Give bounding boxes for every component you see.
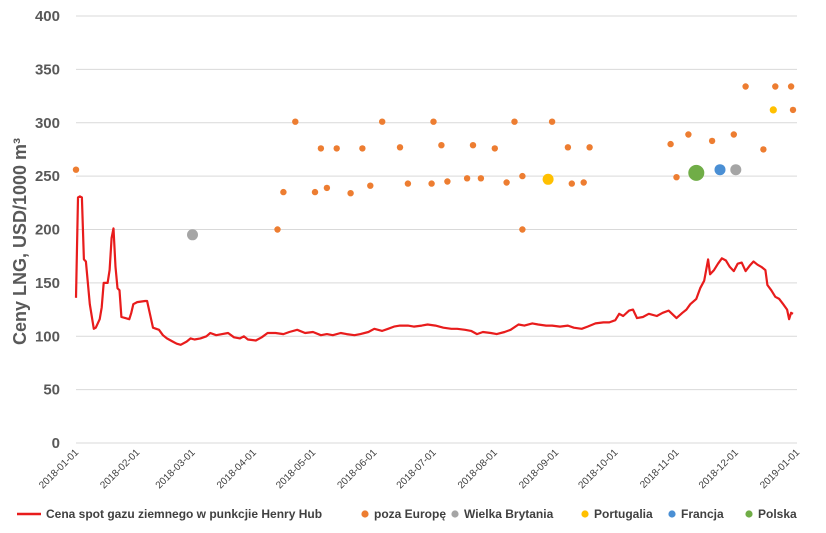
legend-label: Wielka Brytania [464, 507, 554, 521]
point-poza-europe [503, 179, 510, 186]
x-tick-label: 2018-05-01 [274, 447, 318, 491]
x-tick-label: 2018-02-01 [98, 447, 142, 491]
point-poza-europe [772, 83, 779, 90]
legend-swatch [668, 510, 676, 518]
x-tick-label: 2018-09-01 [517, 447, 561, 491]
point-poza-europe [280, 188, 287, 196]
y-tick-label: 50 [43, 382, 60, 399]
point-poza-europe [708, 137, 716, 145]
x-tick-label: 2018-08-01 [456, 447, 500, 491]
point-poza-europe [428, 180, 435, 187]
henry-hub-line-layer [74, 195, 794, 346]
x-tick-label: 2018-04-01 [215, 447, 259, 491]
x-tick-label: 2018-12-01 [697, 447, 741, 491]
point-poza-europe [72, 166, 80, 173]
point-poza-europe [396, 144, 404, 151]
point-poza-europe [548, 118, 556, 125]
point-poza-europe [685, 131, 692, 138]
point-poza-europe [667, 140, 674, 148]
point-wielka-brytania [730, 164, 742, 176]
point-poza-europe [404, 180, 412, 187]
point-poza-europe [673, 174, 680, 181]
point-poza-europe [359, 145, 366, 152]
y-tick-label: 400 [35, 8, 60, 25]
point-portugalia [542, 173, 554, 185]
point-poza-europe [347, 190, 354, 197]
x-tick-label: 2018-06-01 [335, 447, 379, 491]
legend-label: Polska [758, 507, 797, 521]
legend-label: Francja [681, 507, 724, 521]
scatter-points-layer [72, 83, 797, 241]
point-poza-europe [564, 144, 572, 151]
x-tick-label: 2018-07-01 [395, 447, 439, 491]
point-poza-europe [469, 142, 477, 149]
y-tick-label: 350 [35, 61, 60, 78]
point-poza-europe [430, 118, 437, 125]
x-tick-label: 2018-10-01 [576, 447, 620, 491]
point-poza-europe [760, 146, 767, 153]
point-poza-europe [444, 178, 451, 185]
point-poza-europe [787, 83, 795, 90]
point-poza-europe [292, 118, 299, 125]
x-tick-label: 2018-01-01 [37, 447, 81, 491]
point-poza-europe [317, 145, 325, 152]
x-tick-label: 2018-03-01 [154, 447, 198, 491]
point-poza-europe [511, 118, 518, 125]
point-poza-europe [742, 83, 749, 90]
y-tick-label: 150 [35, 275, 60, 292]
point-wielka-brytania [187, 229, 198, 241]
x-axis-ticks: 2018-01-01 2018-02-01 2018-03-01 2018-04-01… [37, 447, 802, 491]
x-tick-label: 2019-01-01 [758, 447, 802, 491]
point-poza-europe [519, 226, 526, 233]
point-francja [714, 164, 726, 176]
legend: Cena spot gazu ziemnego w punkcjie Henry… [17, 507, 797, 521]
point-poza-europe [274, 226, 281, 233]
point-poza-europe [477, 175, 485, 182]
point-poza-europe [491, 145, 498, 152]
grid [76, 15, 797, 444]
y-tick-label: 0 [52, 435, 60, 452]
legend-label: Portugalia [594, 507, 653, 521]
y-tick-label: 300 [35, 115, 60, 132]
point-polska [688, 164, 705, 181]
legend-label: poza Europę [374, 507, 446, 521]
point-poza-europe [323, 184, 331, 192]
point-poza-europe [586, 144, 593, 151]
point-portugalia [769, 106, 777, 114]
point-poza-europe [367, 182, 374, 189]
y-tick-label: 250 [35, 168, 60, 185]
legend-swatch [451, 510, 459, 518]
point-poza-europe [580, 179, 587, 186]
legend-swatch [745, 510, 753, 518]
henry-hub-price-line [74, 195, 794, 346]
point-poza-europe [568, 180, 575, 187]
y-axis-ticks: 0 50 100 150 200 250 300 350 400 [35, 8, 60, 452]
point-poza-europe [730, 131, 737, 138]
y-tick-label: 100 [35, 328, 60, 345]
point-poza-europe [379, 118, 386, 125]
point-poza-europe [789, 106, 797, 114]
x-tick-label: 2018-11-01 [638, 447, 682, 491]
y-tick-label: 200 [35, 222, 60, 239]
legend-swatch [581, 510, 589, 518]
point-poza-europe [333, 145, 340, 152]
point-poza-europe [463, 175, 471, 182]
point-poza-europe [438, 142, 445, 149]
legend-swatch [361, 510, 369, 518]
point-poza-europe [519, 172, 526, 180]
point-poza-europe [311, 188, 319, 196]
legend-label: Cena spot gazu ziemnego w punkcjie Henry… [46, 507, 322, 521]
y-axis-label: Ceny LNG, USD/1000 m³ [10, 138, 30, 345]
